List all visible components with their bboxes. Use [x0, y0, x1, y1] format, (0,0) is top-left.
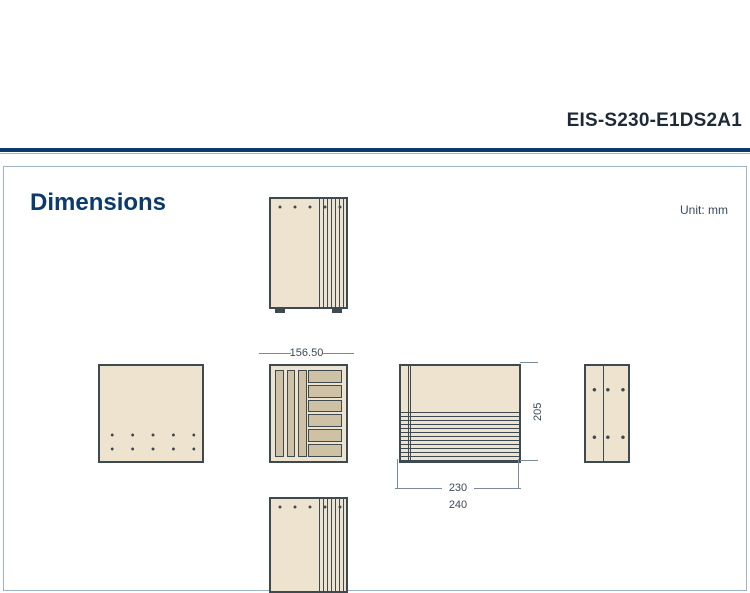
view-top — [269, 197, 348, 309]
dim-tick — [520, 362, 538, 363]
section-title: Dimensions — [30, 189, 166, 217]
dim-front-width: 156.50 — [259, 346, 354, 360]
view-front — [269, 364, 348, 463]
dim-tick — [518, 459, 519, 489]
unit-label: Unit: mm — [680, 203, 728, 217]
product-code: EIS-S230-E1DS2A1 — [567, 110, 742, 132]
expansion-slots — [275, 370, 307, 457]
dim-depth-240: 240 — [395, 499, 521, 511]
screw-row — [100, 433, 202, 437]
fins-icon — [319, 199, 346, 307]
dim-tick — [520, 460, 538, 461]
dim-value: 240 — [449, 499, 467, 511]
io-ports — [308, 370, 343, 457]
dim-height: 205 — [531, 364, 545, 459]
dim-value: 205 — [532, 402, 544, 420]
divider-thick — [0, 148, 750, 152]
dim-depth-230: 230 — [395, 481, 521, 495]
dimensions-panel: Dimensions Unit: mm 156.50 — [3, 166, 747, 591]
dim-tick — [397, 459, 398, 489]
dim-value: 156.50 — [290, 347, 324, 359]
feet-icon — [271, 307, 346, 315]
panel-seam — [408, 366, 409, 461]
screw-row — [271, 205, 346, 209]
view-right-side — [399, 364, 521, 463]
view-mount-plate — [584, 364, 630, 463]
dim-value: 230 — [449, 482, 467, 494]
fins-icon — [401, 409, 519, 461]
mount-holes-icon — [586, 366, 628, 461]
screw-row — [271, 505, 346, 509]
screw-row — [100, 447, 202, 451]
view-lower — [269, 497, 348, 593]
fins-icon — [319, 499, 346, 591]
view-left — [98, 364, 204, 463]
divider-thin — [0, 153, 750, 154]
